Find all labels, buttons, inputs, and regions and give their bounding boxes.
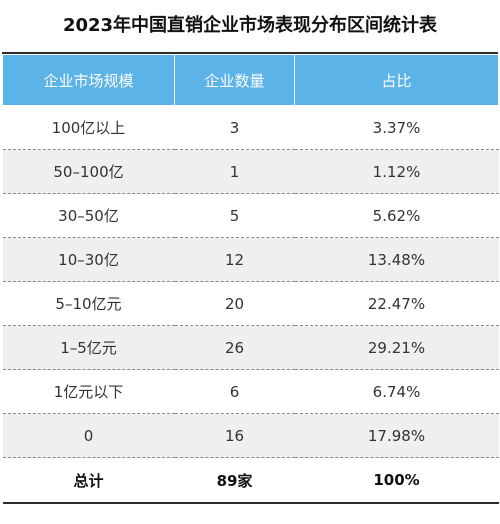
table-body: 100亿以上 3 3.37% 50–100亿 1 1.12% 30–50亿 5 …	[2, 105, 499, 504]
share-cell: 1.12%	[294, 149, 499, 194]
scale-cell: 30–50亿	[2, 193, 175, 238]
table-row: 0 16 17.98%	[2, 413, 499, 458]
distribution-table: 企业市场规模 企业数量 占比 100亿以上 3 3.37% 50–100亿 1 …	[2, 54, 499, 504]
table-row: 100亿以上 3 3.37%	[2, 105, 499, 150]
scale-cell: 100亿以上	[2, 105, 175, 150]
table-row: 50–100亿 1 1.12%	[2, 149, 499, 194]
count-cell: 6	[174, 369, 295, 414]
scale-cell: 0	[2, 413, 175, 458]
table-row: 30–50亿 5 5.62%	[2, 193, 499, 238]
total-row: 总计 89家 100%	[2, 457, 499, 504]
count-cell: 16	[174, 413, 295, 458]
count-cell: 12	[174, 237, 295, 282]
share-cell: 5.62%	[294, 193, 499, 238]
share-cell: 13.48%	[294, 237, 499, 282]
scale-cell: 1亿元以下	[2, 369, 175, 414]
count-cell: 3	[174, 105, 295, 150]
count-cell: 5	[174, 193, 295, 238]
share-cell: 22.47%	[294, 281, 499, 326]
top-rule	[2, 52, 498, 54]
table-row: 1–5亿元 26 29.21%	[2, 325, 499, 370]
share-cell: 17.98%	[294, 413, 499, 458]
share-cell: 29.21%	[294, 325, 499, 370]
share-cell: 6.74%	[294, 369, 499, 414]
scale-cell: 50–100亿	[2, 149, 175, 194]
scale-cell: 5–10亿元	[2, 281, 175, 326]
count-cell: 1	[174, 149, 295, 194]
count-cell: 20	[174, 281, 295, 326]
table-row: 1亿元以下 6 6.74%	[2, 369, 499, 414]
count-cell: 26	[174, 325, 295, 370]
total-share: 100%	[294, 457, 499, 504]
scale-cell: 1–5亿元	[2, 325, 175, 370]
scale-cell: 10–30亿	[2, 237, 175, 282]
header-row: 企业市场规模 企业数量 占比	[2, 54, 499, 106]
total-count: 89家	[174, 457, 295, 504]
header-share: 占比	[294, 54, 499, 106]
header-count: 企业数量	[174, 54, 295, 106]
header-scale: 企业市场规模	[2, 54, 175, 106]
table-row: 10–30亿 12 13.48%	[2, 237, 499, 282]
share-cell: 3.37%	[294, 105, 499, 150]
total-label: 总计	[2, 457, 175, 504]
table-title: 2023年中国直销企业市场表现分布区间统计表	[62, 15, 438, 36]
table-header: 企业市场规模 企业数量 占比	[2, 54, 499, 106]
table-row: 5–10亿元 20 22.47%	[2, 281, 499, 326]
